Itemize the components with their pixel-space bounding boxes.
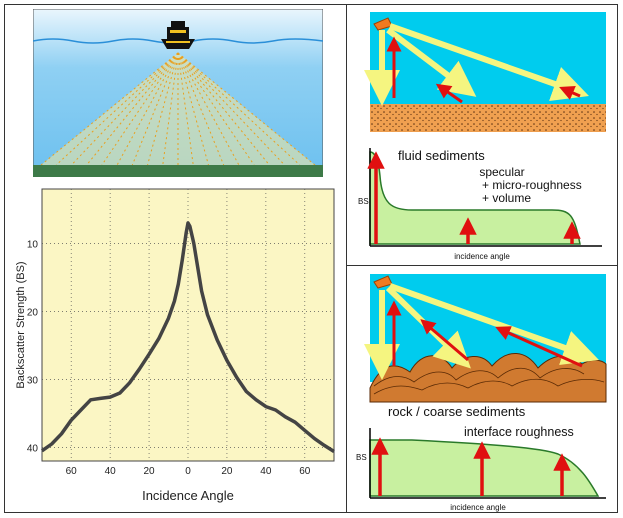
x-tick-label: 40 (105, 466, 117, 477)
beam-line (177, 52, 270, 166)
fluid-sediments-panel: fluid sediments specular + micro-roughne… (358, 12, 606, 261)
beam-line (131, 52, 179, 166)
x-tick-label: 60 (66, 466, 78, 477)
x-tick-label: 20 (221, 466, 233, 477)
backscatter-curve (40, 221, 335, 453)
beam-line (177, 52, 285, 166)
rock-bs-arrows (371, 437, 571, 496)
mechanism-volume: + volume (482, 191, 531, 205)
rock-x-label: incidence angle (450, 503, 506, 512)
y-tick-label: 30 (27, 375, 39, 386)
x-axis-label: Incidence Angle (142, 488, 234, 503)
x-tick-label: 60 (299, 466, 311, 477)
rock-bs-label: BS (356, 453, 367, 462)
multibeam-illustration (33, 9, 323, 177)
mechanism-interface-roughness: interface roughness (464, 425, 574, 439)
y-tick-label: 40 (27, 443, 39, 454)
sediment-texture (370, 104, 606, 132)
beam-line (177, 52, 240, 166)
boat-icon (161, 21, 195, 49)
horizontal-divider (346, 265, 618, 266)
backscatter-chart: 60 40 20 0 20 40 60 10 20 30 40 Incidence Angle B… (15, 188, 335, 503)
beam-line (71, 52, 179, 166)
chart-grid (42, 189, 334, 461)
beam-line (177, 52, 194, 166)
x-tick-label: 40 (260, 466, 272, 477)
y-tick-label: 10 (27, 239, 39, 250)
x-tick-labels: 60 40 20 0 20 40 60 (66, 466, 311, 477)
rock-sediments-title: rock / coarse sediments (388, 404, 526, 419)
beam-line (162, 52, 179, 166)
mechanism-specular: specular (479, 165, 524, 179)
x-tick-label: 0 (185, 466, 191, 477)
rock-bs-curve (369, 439, 600, 497)
seabed (33, 165, 323, 177)
rock-sediments-panel: rock / coarse sediments interface roughn… (356, 274, 607, 512)
x-tick-label: 20 (144, 466, 156, 477)
fluid-sediments-title: fluid sediments (398, 148, 485, 163)
y-tick-labels: 10 20 30 40 (27, 239, 39, 454)
rock-texture (373, 367, 605, 395)
beam-lines (40, 52, 316, 166)
vertical-divider (346, 4, 347, 513)
beam-line (147, 52, 179, 166)
backscatter-arrows (386, 36, 581, 104)
figure-frame (4, 4, 618, 513)
backscatter-arrows (386, 300, 583, 368)
fluid-bs-label: BS (358, 197, 369, 206)
fluid-bs-curve (369, 151, 581, 245)
y-tick-label: 20 (27, 307, 39, 318)
y-axis-label: Backscatter Strength (BS) (15, 261, 27, 388)
mechanism-micro-roughness: + micro-roughness (482, 178, 582, 192)
fluid-x-label: incidence angle (454, 252, 510, 261)
beam-line (86, 52, 179, 166)
beam-line (177, 52, 209, 166)
fluid-bs-arrows (367, 151, 581, 244)
beam-line (177, 52, 225, 166)
beam-line (116, 52, 179, 166)
